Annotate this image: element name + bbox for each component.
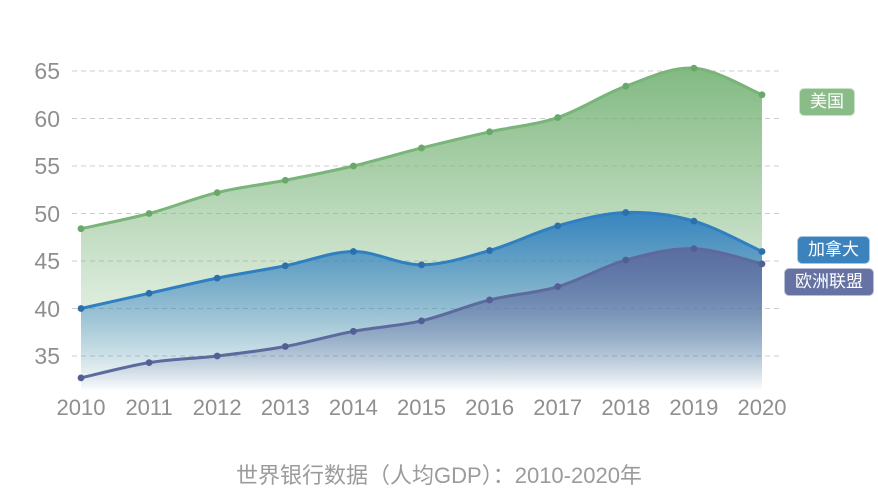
us-dot xyxy=(554,114,562,121)
us-dot xyxy=(281,176,289,184)
x-tick-label: 2018 xyxy=(601,395,651,420)
eu-dot xyxy=(758,260,766,268)
y-tick-label: 55 xyxy=(34,153,60,179)
y-tick-label: 65 xyxy=(34,58,60,84)
us-dot xyxy=(418,144,425,152)
eu-dot xyxy=(486,296,493,304)
canada-dot xyxy=(486,247,493,254)
canada-dot xyxy=(690,217,698,225)
y-tick-label: 50 xyxy=(34,200,60,227)
x-tick-label: 2017 xyxy=(533,395,583,420)
y-tick-label: 60 xyxy=(34,105,60,132)
us-dot xyxy=(213,189,221,197)
x-tick-label: 2020 xyxy=(737,395,787,420)
us-dot xyxy=(486,128,493,136)
eu-area xyxy=(81,248,762,391)
eu-dot xyxy=(281,343,289,350)
canada-dot xyxy=(281,262,289,270)
us-dot xyxy=(690,64,698,72)
canada-dot xyxy=(554,222,562,230)
plot-area xyxy=(72,64,779,391)
x-tick-label: 2019 xyxy=(669,395,719,420)
x-tick-label: 2014 xyxy=(328,395,378,420)
us-dot xyxy=(758,91,766,99)
us-dot xyxy=(145,210,153,217)
canada-dot xyxy=(350,248,357,255)
eu-dot xyxy=(554,283,562,291)
x-tick-label: 2012 xyxy=(192,395,242,420)
eu-dot xyxy=(213,352,221,360)
us-dot xyxy=(622,82,630,90)
x-tick-label: 2013 xyxy=(260,395,310,420)
chart-caption: 世界银行数据（人均GDP）：2010-2020年 xyxy=(236,463,642,488)
legend-badge-eu[interactable]: 欧洲联盟 xyxy=(784,268,874,296)
us-dot xyxy=(350,162,357,170)
legend-badge-canada[interactable]: 加拿大 xyxy=(797,236,870,264)
eu-dot xyxy=(690,245,698,253)
x-tick-label: 2015 xyxy=(397,395,446,420)
x-tick-label: 2016 xyxy=(465,395,515,420)
eu-dot xyxy=(622,256,630,264)
x-tick-label: 2010 xyxy=(56,395,106,420)
y-tick-label: 35 xyxy=(34,343,60,369)
canada-dot xyxy=(213,274,221,282)
eu-dot xyxy=(77,374,85,382)
canada-dot xyxy=(418,261,425,269)
y-tick-label: 40 xyxy=(34,295,60,322)
eu-dot xyxy=(350,327,357,335)
y-tick-label: 45 xyxy=(34,248,60,274)
canada-dot xyxy=(77,305,85,312)
canada-dot xyxy=(622,209,630,216)
legend-badge-us[interactable]: 美国 xyxy=(799,88,855,116)
x-tick-label: 2011 xyxy=(125,395,173,420)
us-dot xyxy=(77,225,85,233)
eu-dot xyxy=(418,317,425,325)
eu-dot xyxy=(145,359,153,367)
canada-dot xyxy=(145,289,153,297)
canada-dot xyxy=(758,248,766,255)
